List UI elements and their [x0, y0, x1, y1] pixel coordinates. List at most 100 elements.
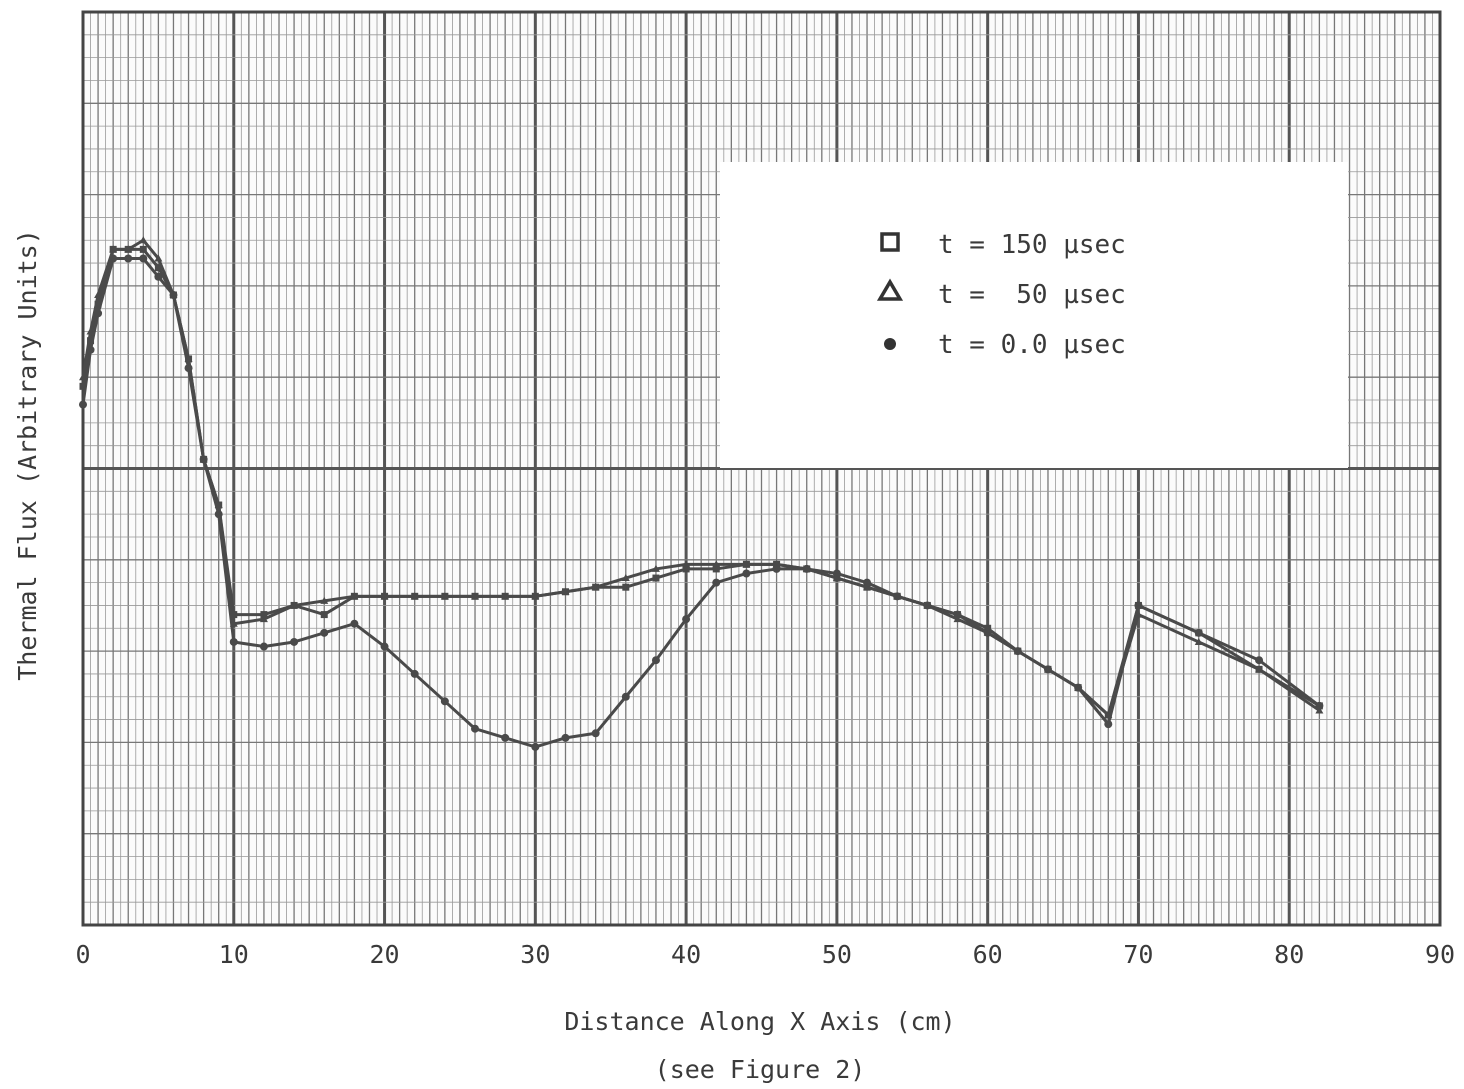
- data-point: [290, 601, 299, 609]
- data-point: [79, 382, 87, 390]
- data-point: [410, 669, 419, 678]
- plot-border: [81, 10, 1442, 927]
- data-point: [1043, 665, 1052, 674]
- data-point: [501, 592, 510, 600]
- data-point: [79, 400, 87, 409]
- data-point: [154, 264, 162, 272]
- data-point: [471, 592, 480, 600]
- x-tick-label: 80: [1274, 940, 1304, 969]
- data-point: [1074, 683, 1083, 692]
- data-point: [561, 587, 570, 595]
- data-point: [139, 254, 148, 263]
- data-point: [320, 628, 329, 637]
- data-point: [94, 309, 103, 318]
- data-point: [772, 564, 781, 573]
- data-point: [984, 624, 992, 632]
- data-point: [742, 560, 751, 568]
- x-tick-label: 40: [671, 940, 701, 969]
- data-point: [471, 724, 480, 733]
- x-axis-title: Distance Along X Axis (cm): [564, 1007, 955, 1036]
- data-point: [531, 592, 540, 600]
- data-point: [923, 601, 932, 610]
- x-axis-note: (see Figure 2): [655, 1055, 866, 1084]
- data-point: [501, 733, 510, 742]
- data-point: [410, 592, 419, 600]
- x-tick-label: 20: [370, 940, 400, 969]
- data-point: [1255, 665, 1264, 673]
- data-point: [1315, 701, 1324, 710]
- series-layer: [79, 236, 1324, 751]
- legend-dot-icon: [884, 338, 896, 350]
- data-point: [953, 610, 962, 619]
- data-point: [199, 455, 208, 464]
- data-point: [184, 364, 193, 373]
- data-point: [863, 583, 872, 591]
- data-point: [350, 592, 359, 600]
- data-point: [94, 300, 102, 308]
- data-point: [214, 510, 223, 519]
- data-point: [1255, 656, 1264, 665]
- series-dot: [79, 254, 1324, 751]
- data-point: [260, 611, 268, 619]
- data-point: [863, 578, 872, 587]
- data-point: [651, 656, 660, 665]
- data-point: [139, 236, 148, 244]
- data-point: [229, 637, 238, 646]
- data-point: [682, 615, 691, 624]
- data-point: [651, 564, 660, 572]
- data-point: [983, 628, 992, 637]
- data-point: [109, 245, 118, 253]
- data-point: [531, 742, 540, 751]
- data-point: [440, 592, 449, 600]
- grid: [81, 10, 1442, 927]
- y-axis-title: Thermal Flux (Arbitrary Units): [13, 229, 42, 681]
- data-point: [1134, 601, 1143, 610]
- data-point: [893, 592, 902, 601]
- data-point: [320, 596, 329, 604]
- data-point: [652, 574, 660, 582]
- data-point: [350, 619, 359, 628]
- data-point: [561, 733, 570, 742]
- data-point: [380, 642, 389, 651]
- data-point: [124, 245, 133, 253]
- data-point: [682, 560, 691, 568]
- data-point: [953, 615, 962, 623]
- x-axis-ticks: 0 10 20 30 40 50 60 70 80 90: [75, 940, 1455, 969]
- data-point: [154, 272, 163, 281]
- data-point: [622, 583, 630, 591]
- data-point: [94, 291, 103, 299]
- data-point: [712, 565, 720, 573]
- data-point: [320, 611, 328, 619]
- data-point: [591, 583, 600, 591]
- data-point: [169, 291, 178, 300]
- data-point: [802, 564, 811, 573]
- data-point: [380, 592, 389, 600]
- x-tick-label: 70: [1123, 940, 1153, 969]
- data-point: [712, 560, 721, 568]
- data-point: [109, 254, 118, 263]
- data-point: [154, 254, 163, 262]
- data-point: [1194, 628, 1203, 637]
- legend-label: t = 0.0 µsec: [938, 330, 1126, 360]
- data-point: [1013, 647, 1022, 656]
- legend-triangle-icon: [876, 278, 904, 301]
- data-point: [259, 615, 268, 623]
- data-point: [832, 574, 841, 582]
- data-point: [440, 697, 449, 706]
- data-point: [712, 578, 721, 587]
- data-point: [259, 642, 268, 651]
- legend: t = 150 µsec t = 50 µsec t = 0.0 µsec: [720, 162, 1348, 468]
- x-tick-label: 60: [973, 940, 1003, 969]
- legend-background: [720, 162, 1348, 468]
- legend-square-icon: [880, 232, 900, 252]
- x-tick-label: 30: [520, 940, 550, 969]
- data-point: [742, 569, 751, 578]
- data-point: [591, 729, 600, 738]
- data-point: [1104, 720, 1113, 729]
- x-tick-label: 0: [75, 940, 90, 969]
- legend-label: t = 50 µsec: [938, 280, 1126, 310]
- data-point: [1194, 637, 1203, 645]
- data-point: [621, 692, 630, 701]
- data-point: [86, 345, 95, 354]
